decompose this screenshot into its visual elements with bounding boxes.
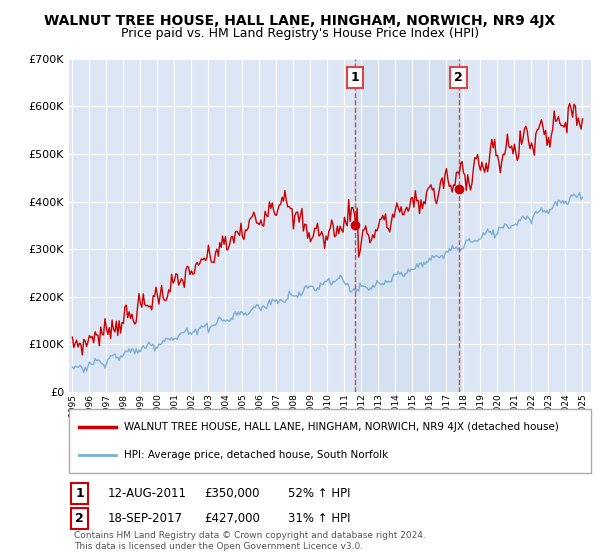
Bar bbox=[355, 59, 459, 392]
Text: Contains HM Land Registry data © Crown copyright and database right 2024.
This d: Contains HM Land Registry data © Crown c… bbox=[74, 531, 426, 550]
Text: £427,000: £427,000 bbox=[205, 512, 260, 525]
Text: 1: 1 bbox=[75, 487, 84, 501]
Text: 31% ↑ HPI: 31% ↑ HPI bbox=[288, 512, 351, 525]
Text: 12-AUG-2011: 12-AUG-2011 bbox=[108, 487, 187, 501]
Text: WALNUT TREE HOUSE, HALL LANE, HINGHAM, NORWICH, NR9 4JX (detached house): WALNUT TREE HOUSE, HALL LANE, HINGHAM, N… bbox=[124, 422, 559, 432]
Text: Price paid vs. HM Land Registry's House Price Index (HPI): Price paid vs. HM Land Registry's House … bbox=[121, 27, 479, 40]
Text: 2: 2 bbox=[454, 71, 463, 85]
Text: WALNUT TREE HOUSE, HALL LANE, HINGHAM, NORWICH, NR9 4JX: WALNUT TREE HOUSE, HALL LANE, HINGHAM, N… bbox=[44, 14, 556, 28]
Text: 1: 1 bbox=[350, 71, 359, 85]
Text: HPI: Average price, detached house, South Norfolk: HPI: Average price, detached house, Sout… bbox=[124, 450, 388, 460]
Text: 18-SEP-2017: 18-SEP-2017 bbox=[108, 512, 183, 525]
Text: 52% ↑ HPI: 52% ↑ HPI bbox=[288, 487, 351, 501]
Text: 2: 2 bbox=[75, 512, 84, 525]
Text: £350,000: £350,000 bbox=[205, 487, 260, 501]
